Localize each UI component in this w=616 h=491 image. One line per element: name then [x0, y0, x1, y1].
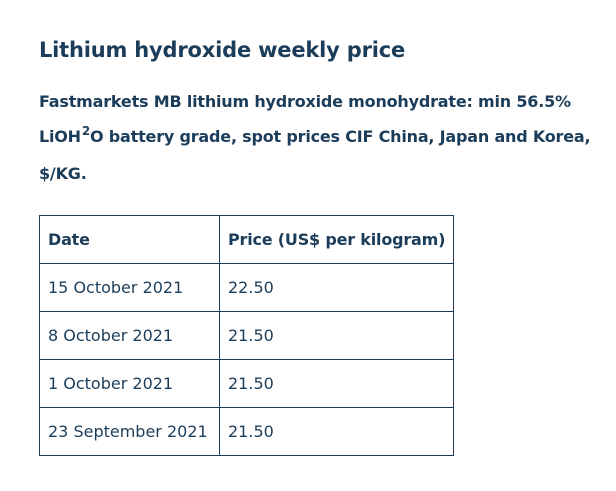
table-row: 8 October 2021 21.50 — [39, 311, 455, 360]
description-line-3: $/KG. — [39, 164, 87, 183]
article-content: Lithium hydroxide weekly price Fastmarke… — [39, 34, 599, 456]
header-price: Price (US$ per kilogram) — [218, 215, 455, 264]
description-line-1: Fastmarkets MB lithium hydroxide monohyd… — [39, 92, 571, 111]
cell-date: 1 October 2021 — [39, 359, 220, 408]
cell-price: 21.50 — [218, 407, 455, 456]
price-description: Fastmarkets MB lithium hydroxide monohyd… — [39, 84, 599, 191]
description-line-2: LiOH2O battery grade, spot prices CIF Ch… — [39, 119, 599, 156]
cell-date: 23 September 2021 — [39, 407, 220, 456]
formula-suffix: O battery grade, spot prices CIF China, … — [90, 127, 591, 146]
table-header-row: Date Price (US$ per kilogram) — [39, 215, 455, 264]
cell-price: 22.50 — [218, 263, 455, 312]
table-row: 15 October 2021 22.50 — [39, 263, 455, 312]
cell-price: 21.50 — [218, 359, 455, 408]
cell-price: 21.50 — [218, 311, 455, 360]
table-row: 23 September 2021 21.50 — [39, 407, 455, 456]
cell-date: 15 October 2021 — [39, 263, 220, 312]
price-table: Date Price (US$ per kilogram) 15 October… — [39, 215, 455, 456]
formula-superscript: 2 — [81, 124, 91, 138]
header-date: Date — [39, 215, 220, 264]
page-title: Lithium hydroxide weekly price — [39, 38, 406, 62]
cell-date: 8 October 2021 — [39, 311, 220, 360]
table-row: 1 October 2021 21.50 — [39, 359, 455, 408]
formula-prefix: LiOH — [39, 127, 81, 146]
